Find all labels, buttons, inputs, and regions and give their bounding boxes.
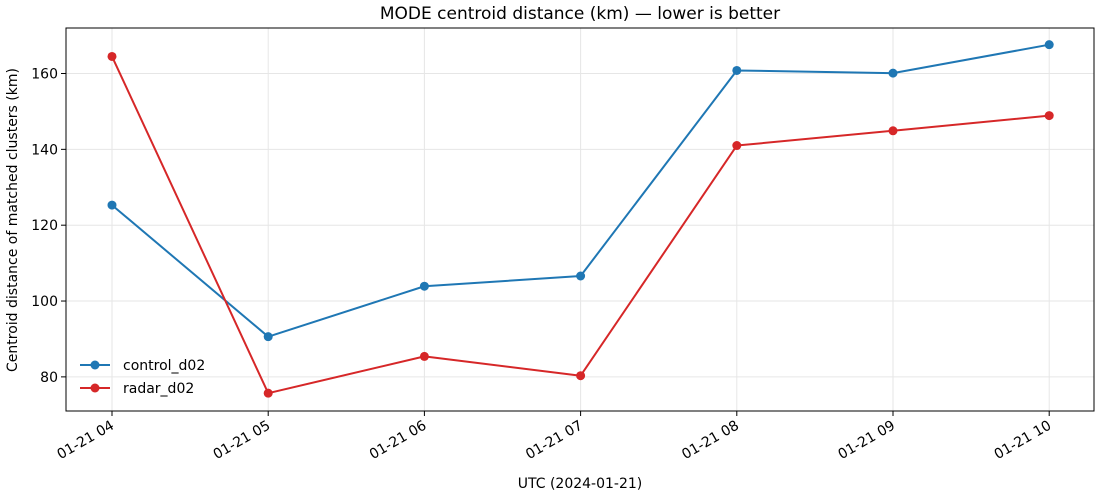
y-tick-label: 100 (31, 294, 58, 310)
data-point (263, 388, 273, 398)
series-control_d02 (107, 40, 1054, 342)
data-point (576, 371, 586, 381)
x-tick-label: 01-21 09 (835, 418, 898, 463)
data-point (888, 68, 898, 78)
plot-frame (65, 27, 1095, 412)
data-point (107, 200, 117, 210)
x-tick-label: 01-21 06 (367, 418, 430, 463)
legend-item: radar_d02 (80, 381, 194, 397)
data-point (263, 332, 273, 342)
y-axis-label: Centroid distance of matched clusters (k… (5, 68, 21, 372)
y-tick-label: 120 (31, 218, 58, 234)
series-layer (107, 40, 1054, 398)
x-tick-label: 01-21 10 (992, 418, 1055, 463)
x-axis: 01-21 04 01-21 05 01-21 06 01-21 07 01-21 08… (54, 411, 1054, 463)
data-point (107, 51, 117, 61)
legend-marker (90, 383, 100, 393)
x-tick-label: 01-21 08 (679, 418, 742, 463)
data-point (419, 281, 429, 291)
legend-label: control_d02 (123, 358, 205, 374)
legend-item: control_d02 (80, 358, 205, 374)
data-point (732, 65, 742, 75)
y-tick-label: 80 (40, 370, 58, 386)
data-point (732, 141, 742, 151)
y-tick-label: 160 (31, 67, 58, 83)
x-tick-label: 01-21 05 (211, 418, 274, 463)
x-tick-label: 01-21 07 (523, 418, 586, 463)
y-axis: 80 100 120 140 160 (31, 67, 66, 386)
legend-marker (90, 360, 100, 370)
data-point (576, 271, 586, 281)
x-tick-label: 01-21 04 (54, 418, 117, 463)
legend: control_d02 radar_d02 (80, 358, 205, 397)
data-point (1044, 111, 1054, 121)
legend-label: radar_d02 (123, 381, 194, 397)
series-radar_d02 (107, 51, 1054, 398)
data-point (419, 351, 429, 361)
data-point (888, 126, 898, 136)
data-point (1044, 40, 1054, 50)
y-tick-label: 140 (31, 142, 58, 158)
grid-lines (66, 28, 1094, 411)
chart-title: MODE centroid distance (km) — lower is b… (380, 4, 780, 24)
x-axis-label: UTC (2024-01-21) (518, 476, 643, 492)
